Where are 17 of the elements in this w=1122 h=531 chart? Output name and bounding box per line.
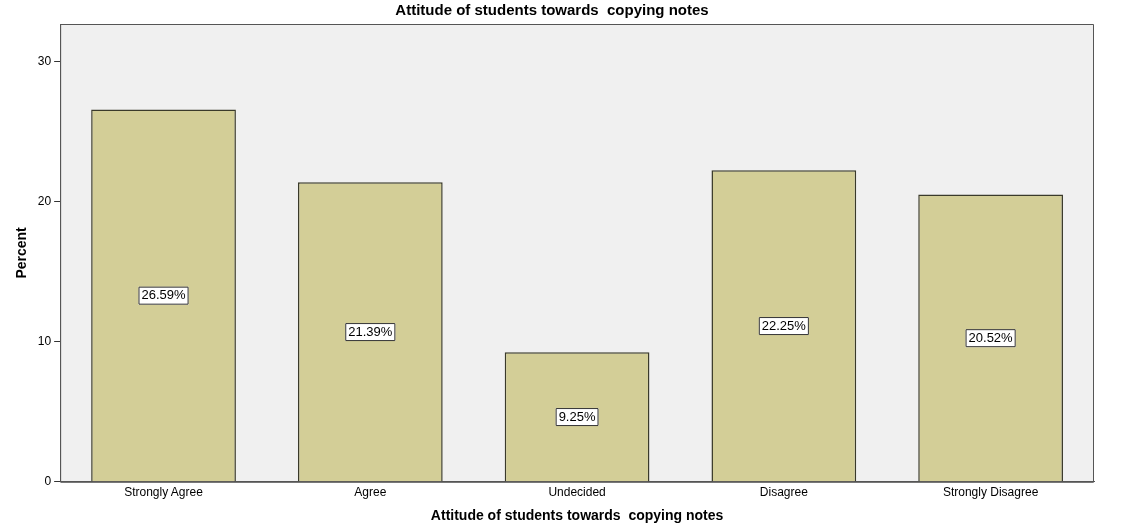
x-tick-label: Disagree [759, 485, 809, 500]
x-axis-title: Attitude of students towards copying notes [430, 507, 724, 524]
x-tick-label: Agree [354, 485, 387, 500]
x-tick-label: Strongly Disagree [942, 485, 1039, 500]
y-tick-label: 30 [37, 54, 52, 69]
data-label: 22.25% [761, 317, 807, 333]
data-label: 21.39% [348, 323, 393, 339]
data-label: 9.25% [558, 408, 596, 424]
chart-title: Attitude of students towards copying notes [395, 1, 709, 19]
y-tick-label: 0 [44, 474, 52, 489]
y-axis-title: Percent [13, 226, 30, 279]
data-label: 26.59% [141, 287, 187, 303]
y-tick-label: 10 [37, 334, 52, 349]
y-tick-label: 20 [37, 194, 52, 209]
x-tick-label: Undecided [548, 485, 606, 500]
x-tick-label: Strongly Agree [124, 485, 204, 500]
data-label: 20.52% [968, 329, 1014, 345]
